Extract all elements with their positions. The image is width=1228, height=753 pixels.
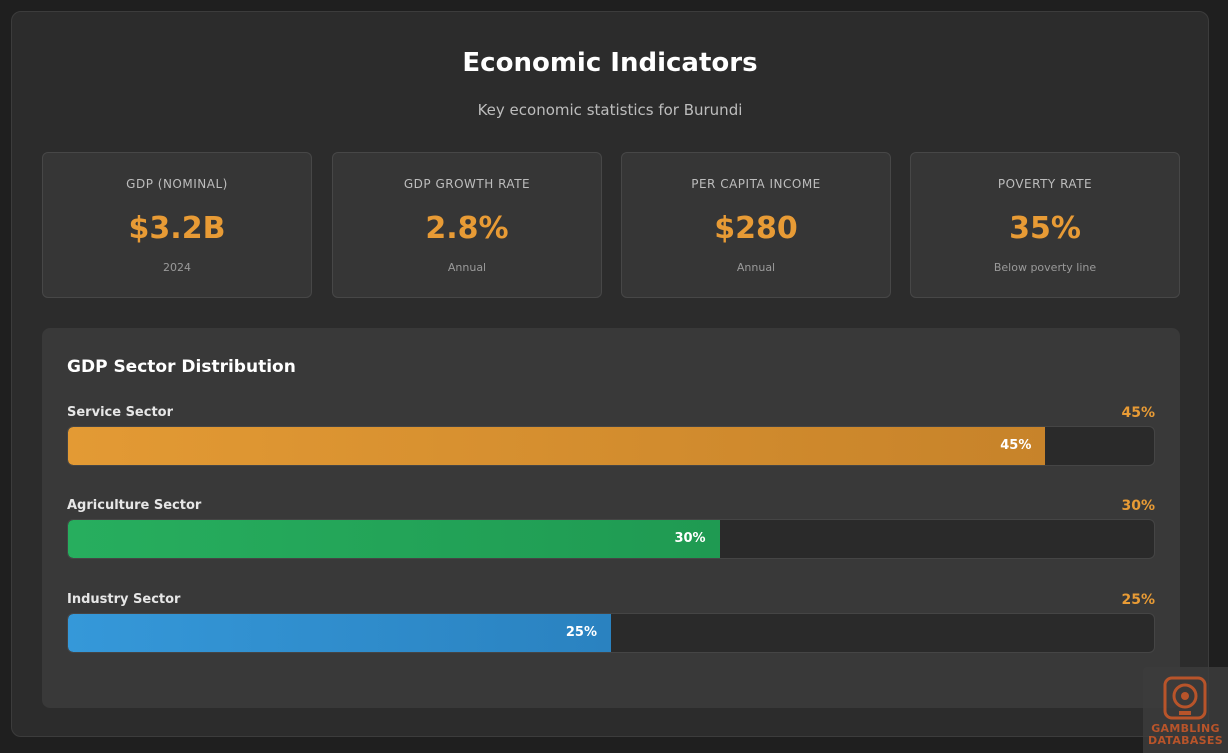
watermark-line: GAMBLING <box>1151 722 1220 735</box>
stat-card-value: $280 <box>714 211 798 246</box>
stat-card-value: 2.8% <box>425 211 509 246</box>
sector-name: Agriculture Sector <box>67 498 202 513</box>
stat-card-note: Annual <box>736 261 776 274</box>
stat-card-gdp-nominal: GDP (NOMINAL) $3.2B 2024 <box>42 152 312 298</box>
progress-track: 45% <box>67 426 1155 466</box>
watermark-logo: GAMBLING DATABASES <box>1143 667 1228 753</box>
economic-indicators-panel: Economic Indicators Key economic statist… <box>11 11 1209 737</box>
stat-card-note: Annual <box>447 261 487 274</box>
stat-card-gdp-growth: GDP GROWTH RATE 2.8% Annual <box>332 152 602 298</box>
stat-cards: GDP (NOMINAL) $3.2B 2024 GDP GROWTH RATE… <box>42 152 1180 298</box>
stat-card-value: $3.2B <box>128 211 226 246</box>
stat-card-per-capita-income: PER CAPITA INCOME $280 Annual <box>621 152 891 298</box>
progress-fill: 25% <box>68 614 611 652</box>
progress-fill-label: 30% <box>674 531 706 546</box>
stat-card-label: GDP (NOMINAL) <box>126 177 228 191</box>
progress-fill-label: 45% <box>1000 438 1032 453</box>
section-title: GDP Sector Distribution <box>67 357 296 377</box>
sector-row-service: Service Sector 45% 45% <box>67 405 1155 475</box>
sector-name: Industry Sector <box>67 592 181 607</box>
chip-icon <box>1163 676 1207 720</box>
stat-card-label: POVERTY RATE <box>997 177 1093 191</box>
stat-card-label: GDP GROWTH RATE <box>403 177 531 191</box>
progress-fill: 30% <box>68 520 720 558</box>
sector-row-agriculture: Agriculture Sector 30% 30% <box>67 498 1155 568</box>
stat-card-value: 35% <box>1009 211 1081 246</box>
sector-percent: 45% <box>1121 405 1155 421</box>
stat-card-poverty-rate: POVERTY RATE 35% Below poverty line <box>910 152 1180 298</box>
sector-row-industry: Industry Sector 25% 25% <box>67 592 1155 662</box>
watermark-text: GAMBLING DATABASES <box>1143 723 1228 747</box>
gdp-sector-distribution: GDP Sector Distribution Service Sector 4… <box>42 328 1180 708</box>
progress-fill-label: 25% <box>565 625 597 640</box>
sector-percent: 25% <box>1121 592 1155 608</box>
stat-card-note: Below poverty line <box>993 261 1097 274</box>
page-subtitle: Key economic statistics for Burundi <box>477 101 743 119</box>
progress-track: 30% <box>67 519 1155 559</box>
stat-card-note: 2024 <box>163 261 191 274</box>
progress-track: 25% <box>67 613 1155 653</box>
stat-card-label: PER CAPITA INCOME <box>691 177 821 191</box>
watermark-line: DATABASES <box>1148 734 1223 747</box>
sector-name: Service Sector <box>67 405 174 420</box>
sector-percent: 30% <box>1121 498 1155 514</box>
progress-fill: 45% <box>68 427 1046 465</box>
page-title: Economic Indicators <box>462 48 758 78</box>
